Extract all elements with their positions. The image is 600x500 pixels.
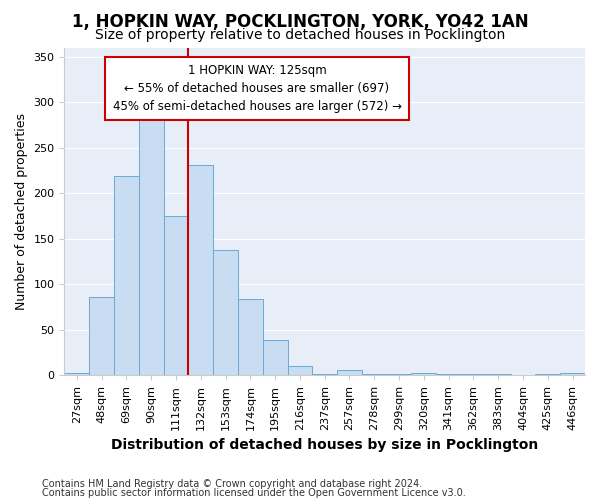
Bar <box>114 176 139 376</box>
Bar <box>560 374 585 376</box>
Bar <box>313 374 337 376</box>
Bar <box>461 374 486 376</box>
Bar <box>412 374 436 376</box>
Bar <box>263 340 287 376</box>
Bar <box>64 374 89 376</box>
Y-axis label: Number of detached properties: Number of detached properties <box>15 113 28 310</box>
Bar <box>486 374 511 376</box>
Bar <box>362 374 386 376</box>
Bar <box>139 118 164 376</box>
Bar <box>535 374 560 376</box>
Bar <box>386 374 412 376</box>
X-axis label: Distribution of detached houses by size in Pocklington: Distribution of detached houses by size … <box>111 438 538 452</box>
Bar <box>337 370 362 376</box>
Bar <box>287 366 313 376</box>
Text: Contains HM Land Registry data © Crown copyright and database right 2024.: Contains HM Land Registry data © Crown c… <box>42 479 422 489</box>
Bar <box>188 165 213 376</box>
Bar <box>238 299 263 376</box>
Bar <box>213 250 238 376</box>
Text: 1 HOPKIN WAY: 125sqm
← 55% of detached houses are smaller (697)
45% of semi-deta: 1 HOPKIN WAY: 125sqm ← 55% of detached h… <box>113 64 401 113</box>
Bar <box>164 216 188 376</box>
Text: 1, HOPKIN WAY, POCKLINGTON, YORK, YO42 1AN: 1, HOPKIN WAY, POCKLINGTON, YORK, YO42 1… <box>71 12 529 30</box>
Text: Contains public sector information licensed under the Open Government Licence v3: Contains public sector information licen… <box>42 488 466 498</box>
Bar <box>89 297 114 376</box>
Text: Size of property relative to detached houses in Pocklington: Size of property relative to detached ho… <box>95 28 505 42</box>
Bar <box>436 374 461 376</box>
